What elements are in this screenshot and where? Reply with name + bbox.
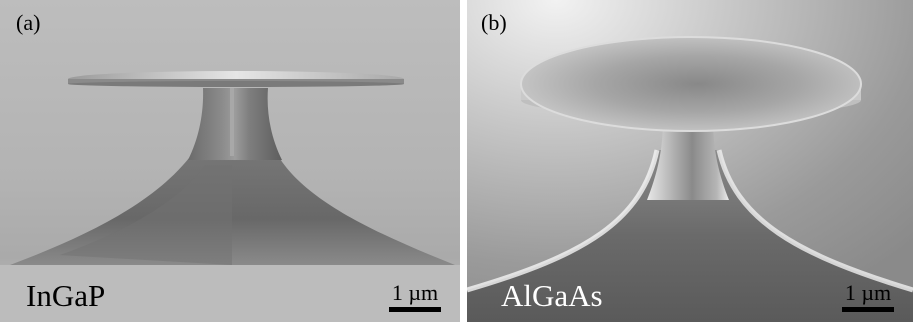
scale-bar-b-line [842,307,894,312]
ingap-microdisk-image [0,0,460,322]
panel-a-label: (a) [16,10,41,35]
scale-bar-a-text: 1 µm [391,280,439,305]
scale-bar-b-text: 1 µm [844,280,892,305]
sem-image-ingap: (a) InGaP 1 µm [0,0,460,322]
panel-b-label: (b) [481,10,507,35]
scale-bar-a-line [389,307,441,312]
sem-image-algaas: (b) AlGaAs 1 µm [467,0,913,322]
scale-bar-a: 1 µm [389,282,441,312]
material-label-ingap: InGaP [26,278,106,313]
material-label-algaas: AlGaAs [501,278,603,313]
algaas-microdisk-image [467,0,913,322]
scale-bar-b: 1 µm [842,282,894,312]
